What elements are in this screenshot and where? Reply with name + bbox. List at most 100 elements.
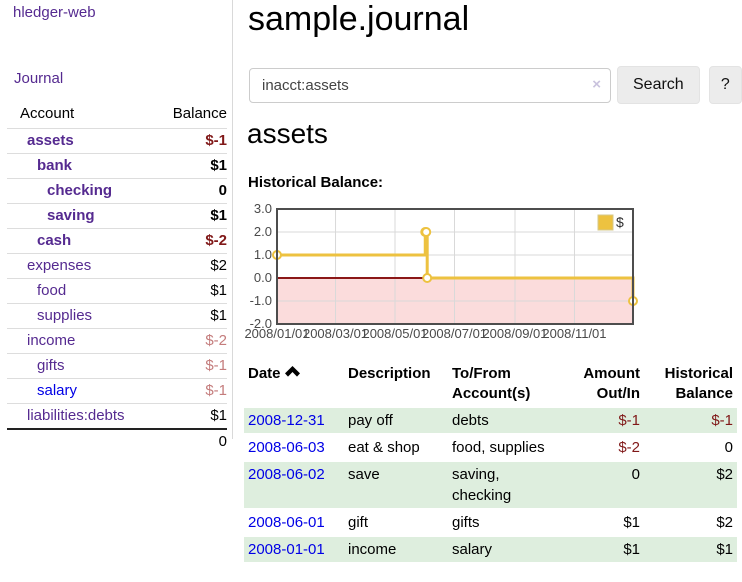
sidebar-account-link[interactable]: assets bbox=[27, 132, 74, 149]
transaction-amount: $1 bbox=[560, 537, 644, 562]
transaction-balance: 0 bbox=[724, 439, 733, 456]
transaction-balance: $1 bbox=[644, 537, 737, 562]
transaction-description: gift bbox=[348, 514, 369, 531]
account-balance: $1 bbox=[157, 153, 227, 179]
y-tick-label: 1.0 bbox=[254, 247, 272, 262]
transaction-balance: $-1 bbox=[644, 408, 737, 433]
account-balance: $1 bbox=[157, 278, 227, 304]
sidebar-account-link[interactable]: bank bbox=[37, 157, 73, 174]
transaction-amount: $-2 bbox=[618, 439, 640, 456]
transaction-accounts: gifts bbox=[452, 514, 480, 531]
transaction-description: pay off bbox=[344, 408, 448, 433]
account-balance: $2 bbox=[157, 253, 227, 279]
account-balance: $1 bbox=[157, 203, 227, 229]
account-row: supplies $1 bbox=[7, 303, 227, 329]
x-tick-label: 2008/03/01 bbox=[303, 326, 368, 341]
account-balance: $1 bbox=[157, 303, 227, 329]
sidebar-account-link[interactable]: food bbox=[37, 282, 67, 299]
app-title-link[interactable]: hledger-web bbox=[13, 4, 96, 21]
account-row: cash $-2 bbox=[7, 228, 227, 254]
account-row: liabilities:debts $1 bbox=[7, 403, 227, 429]
sidebar-account-link[interactable]: cash bbox=[37, 232, 72, 249]
transaction-amount: $1 bbox=[623, 514, 640, 531]
register-row: 2008-06-01 gift gifts $1 $2 bbox=[244, 510, 737, 535]
transaction-date-link[interactable]: 2008-06-03 bbox=[248, 439, 325, 456]
register-header-balance: Historical Balance bbox=[664, 365, 733, 402]
help-button[interactable]: ? bbox=[708, 66, 742, 104]
account-row: bank $1 bbox=[7, 153, 227, 179]
chart-title: Historical Balance: bbox=[248, 174, 384, 191]
search-bar: × Search ? bbox=[244, 66, 742, 104]
main-content: sample.journal × Search ? assets Histori… bbox=[244, 0, 742, 582]
y-tick-label: -1.0 bbox=[250, 293, 272, 308]
search-button[interactable]: Search bbox=[617, 66, 700, 104]
accounts-header-account: Account bbox=[20, 105, 75, 122]
sidebar-account-link[interactable]: supplies bbox=[37, 307, 93, 324]
transaction-date-link[interactable]: 2008-12-31 bbox=[248, 412, 325, 429]
register-row: 2008-12-31 pay off debts $-1 $-1 bbox=[244, 408, 737, 433]
register-header-amount: Amount Out/In bbox=[583, 365, 640, 402]
clear-search-icon[interactable]: × bbox=[592, 75, 601, 93]
sidebar-account-link[interactable]: saving bbox=[47, 207, 95, 224]
y-tick-label: 0.0 bbox=[254, 270, 272, 285]
sidebar-account-link[interactable]: expenses bbox=[27, 257, 92, 274]
register-row: 2008-06-03 eat & shop food, supplies $-2 0 bbox=[244, 435, 737, 460]
register-header-row: Date Description To/From Account(s) Amou… bbox=[244, 362, 737, 406]
data-point-marker bbox=[421, 227, 432, 237]
account-row: gifts $-1 bbox=[7, 353, 227, 379]
page-title: sample.journal bbox=[248, 0, 470, 38]
account-row: checking 0 bbox=[7, 178, 227, 204]
transaction-date-link[interactable]: 2008-06-02 bbox=[248, 466, 325, 483]
transaction-accounts: debts bbox=[448, 408, 560, 433]
transaction-accounts: food, supplies bbox=[452, 439, 545, 456]
accounts-total-row: 0 bbox=[7, 428, 227, 454]
search-input[interactable] bbox=[249, 67, 611, 103]
account-balance: $1 bbox=[157, 403, 227, 429]
accounts-total-balance: 0 bbox=[157, 428, 227, 454]
register-table: Date Description To/From Account(s) Amou… bbox=[244, 360, 737, 564]
account-balance: $-1 bbox=[157, 353, 227, 379]
account-row: salary $-1 bbox=[7, 378, 227, 404]
account-row: food $1 bbox=[7, 278, 227, 304]
y-tick-label: 2.0 bbox=[254, 224, 272, 239]
accounts-header-balance: Balance bbox=[172, 105, 227, 122]
historical-balance-chart: $3.0 2.0 1.0 0.0 -1.0 -2.02008/01/012008/03/0… bbox=[244, 202, 638, 341]
register-header-accounts: To/From Account(s) bbox=[452, 365, 531, 402]
register-row: 2008-06-02 save saving, checking 0 $2 bbox=[244, 462, 737, 508]
sidebar-account-link[interactable]: liabilities:debts bbox=[27, 407, 125, 424]
x-tick-label: 2008/05/01 bbox=[362, 326, 427, 341]
sidebar-account-link[interactable]: gifts bbox=[37, 357, 65, 374]
sidebar-account-link[interactable]: checking bbox=[47, 182, 113, 199]
sidebar-account-link[interactable]: income bbox=[27, 332, 76, 349]
legend-swatch bbox=[597, 214, 614, 231]
plot-border bbox=[276, 208, 634, 325]
account-row: saving $1 bbox=[7, 203, 227, 229]
x-tick-label: 2008/01/01 bbox=[244, 326, 309, 341]
sort-asc-icon bbox=[284, 366, 300, 377]
transaction-date-link[interactable]: 2008-06-01 bbox=[248, 514, 325, 531]
data-point-marker bbox=[422, 273, 433, 283]
transaction-balance: $2 bbox=[716, 514, 733, 531]
transaction-description: income bbox=[344, 537, 448, 562]
transaction-date-link[interactable]: 2008-01-01 bbox=[248, 541, 325, 558]
x-tick-label: 2008/09/01 bbox=[482, 326, 547, 341]
y-tick-label: -2.0 bbox=[250, 316, 272, 331]
y-tick-label: 3.0 bbox=[254, 202, 272, 216]
transaction-accounts: salary bbox=[448, 537, 560, 562]
account-balance: $-2 bbox=[157, 328, 227, 354]
x-tick-label: 2008/11/01 bbox=[542, 326, 606, 341]
x-tick-label: 2008/07/01 bbox=[422, 326, 487, 341]
transaction-description: save bbox=[344, 462, 448, 508]
account-balance: $-1 bbox=[157, 378, 227, 404]
sidebar-account-link[interactable]: salary bbox=[37, 382, 78, 399]
sidebar-item-journal[interactable]: Journal bbox=[14, 70, 64, 87]
account-row: assets $-1 bbox=[7, 128, 227, 154]
account-row: income $-2 bbox=[7, 328, 227, 354]
account-balance: $-2 bbox=[157, 228, 227, 254]
account-balance: 0 bbox=[157, 178, 227, 204]
register-header-date[interactable]: Date bbox=[244, 362, 344, 406]
register-row: 2008-01-01 income salary $1 $1 bbox=[244, 537, 737, 562]
account-balance: $-1 bbox=[157, 128, 227, 154]
transaction-amount: 0 bbox=[560, 462, 644, 508]
accounts-table: Account Balance assets $-1 bank $1 checking 0… bbox=[7, 100, 227, 454]
